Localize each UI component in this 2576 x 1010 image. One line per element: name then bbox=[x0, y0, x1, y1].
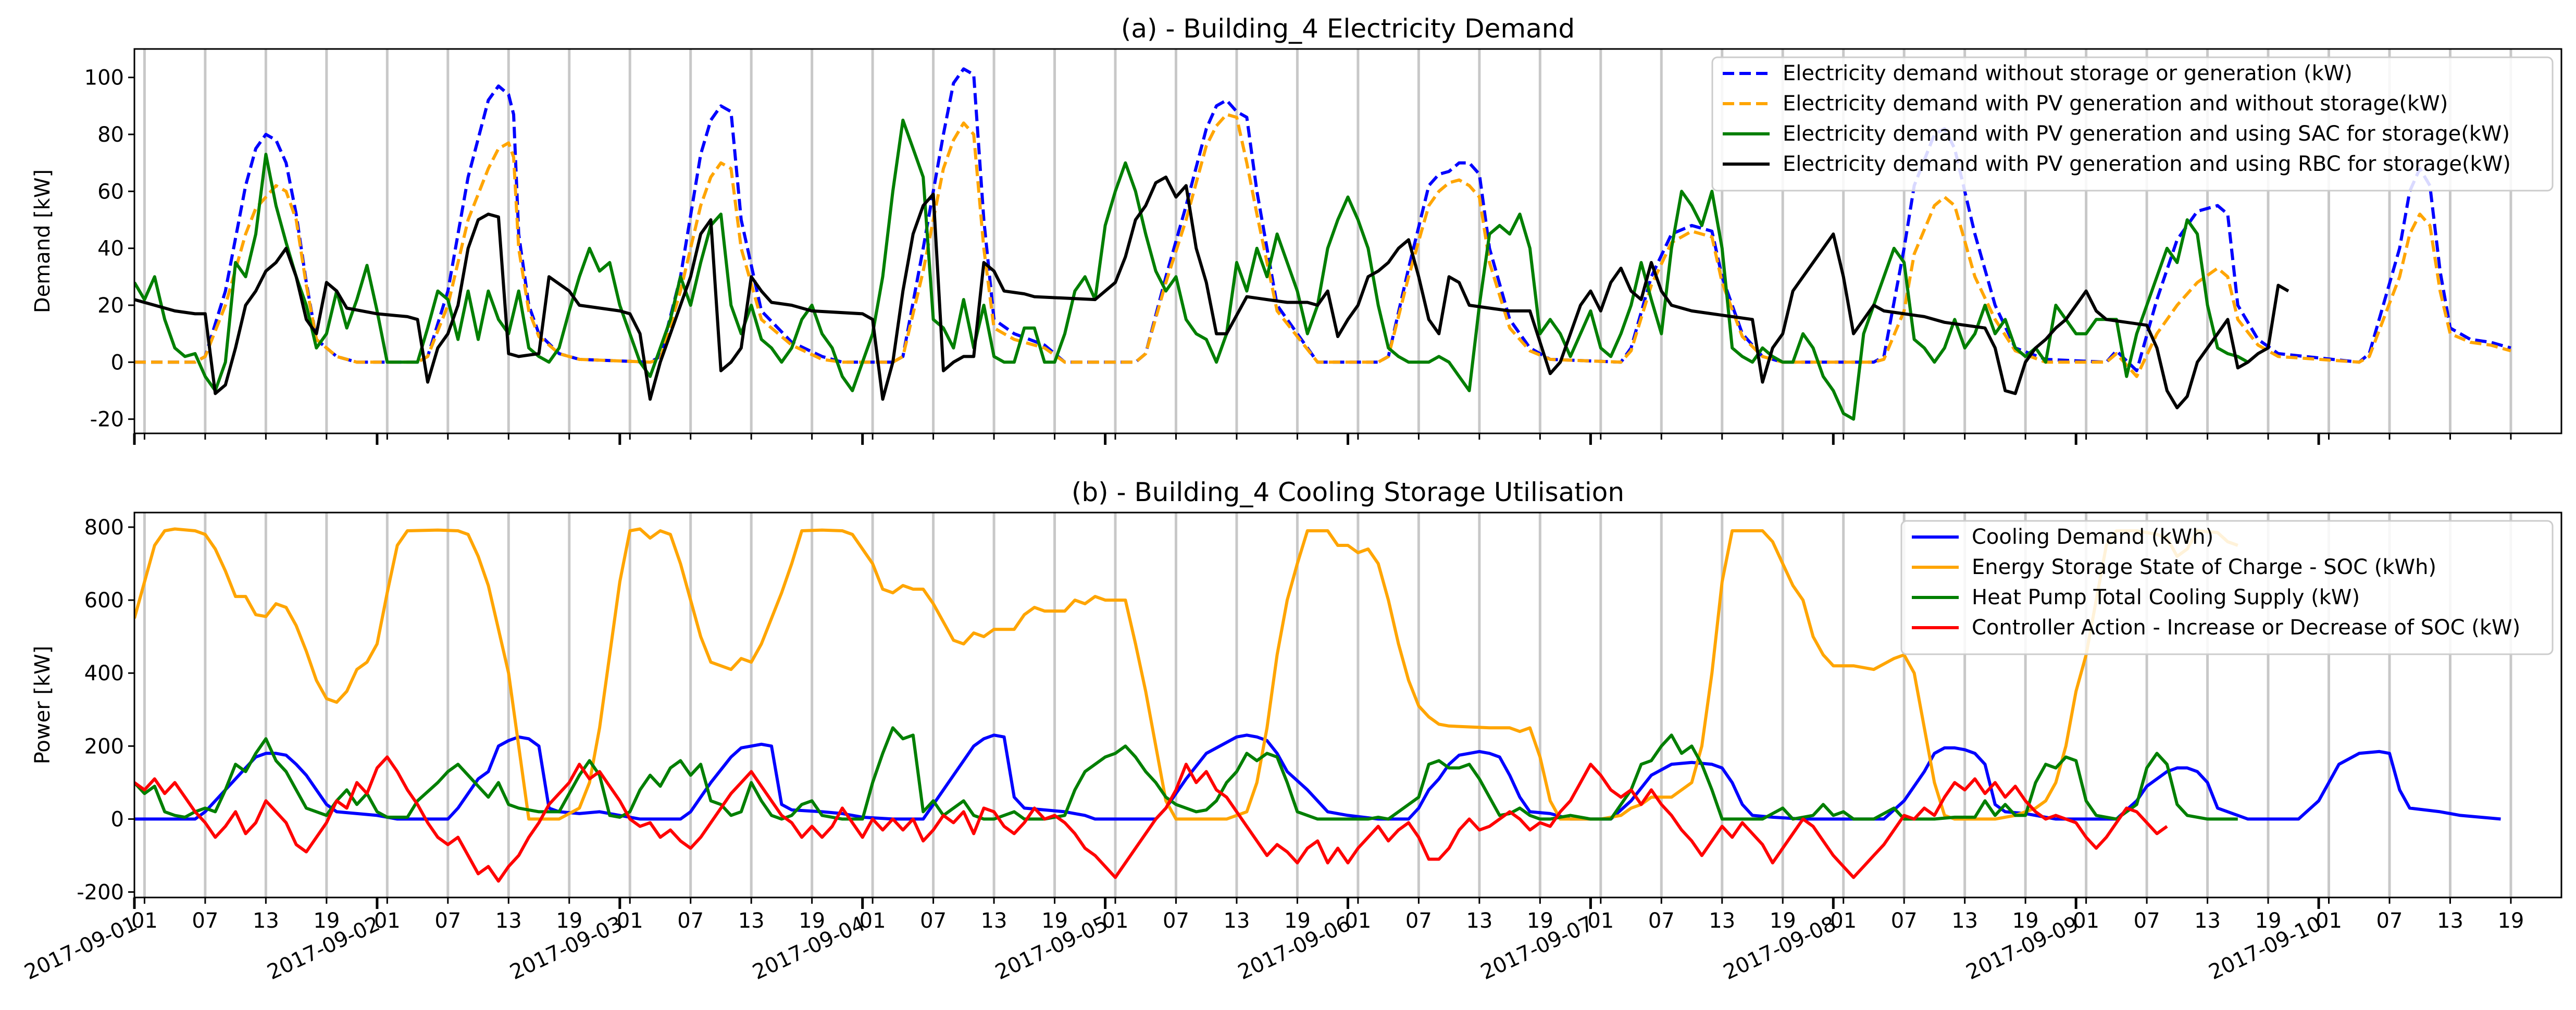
x-tick-label: 01 bbox=[131, 909, 158, 933]
x-tick-label: 13 bbox=[981, 909, 1007, 933]
x-tick-label: 07 bbox=[920, 909, 947, 933]
x-tick-label: 13 bbox=[1951, 909, 1978, 933]
x-tick-label: 19 bbox=[1284, 909, 1311, 933]
legend-entry: Heat Pump Total Cooling Supply (kW) bbox=[1972, 585, 2360, 609]
x-tick-label: 19 bbox=[1770, 909, 1796, 933]
series-lines bbox=[134, 67, 2511, 421]
legend-box bbox=[1711, 56, 2554, 192]
y-tick-label: 40 bbox=[97, 237, 124, 261]
y-tick-label: 0 bbox=[111, 351, 124, 375]
y-tick-label: -200 bbox=[77, 880, 124, 904]
series-lines bbox=[134, 527, 2501, 883]
y-axis-label: Demand [kW] bbox=[31, 169, 55, 313]
panel-a-electricity-demand: (a) - Building_4 Electricity Demand Dema… bbox=[31, 14, 2562, 445]
x-tick-label: 01 bbox=[1102, 909, 1129, 933]
series-line-2 bbox=[134, 113, 2511, 378]
x-tick-label: 07 bbox=[1648, 909, 1675, 933]
series-line-3 bbox=[134, 118, 2249, 421]
legend: Electricity demand without storage or ge… bbox=[1711, 56, 2554, 192]
x-tick-label: 07 bbox=[434, 909, 461, 933]
x-tick-label: 13 bbox=[1466, 909, 1492, 933]
legend-entry: Energy Storage State of Charge - SOC (kW… bbox=[1972, 555, 2436, 579]
y-tick-label: 600 bbox=[84, 589, 124, 613]
x-tick-label: 01 bbox=[2316, 909, 2342, 933]
x-tick-label: 01 bbox=[617, 909, 643, 933]
y-axis-ticks: -200 0 200 400 600 800 bbox=[77, 516, 134, 904]
x-tick-label: 01 bbox=[1587, 909, 1614, 933]
legend-entry: Electricity demand with PV generation an… bbox=[1783, 122, 2510, 146]
series-line-2 bbox=[134, 527, 2238, 821]
panel-b-cooling-storage: (b) - Building_4 Cooling Storage Utilisa… bbox=[21, 477, 2562, 984]
y-tick-label: 20 bbox=[97, 294, 124, 318]
x-tick-label: 13 bbox=[2194, 909, 2221, 933]
x-tick-label: 07 bbox=[677, 909, 704, 933]
y-tick-label: 800 bbox=[84, 516, 124, 540]
x-tick-label: 13 bbox=[495, 909, 522, 933]
series-line-4 bbox=[134, 176, 2289, 409]
x-tick-label: 01 bbox=[374, 909, 401, 933]
y-axis-label: Power [kW] bbox=[31, 646, 55, 765]
x-tick-label: 19 bbox=[2497, 909, 2524, 933]
y-tick-label: 60 bbox=[97, 180, 124, 204]
x-tick-label: 19 bbox=[1041, 909, 1068, 933]
plot-frame bbox=[133, 48, 2562, 434]
x-tick-label: 07 bbox=[1891, 909, 1918, 933]
x-tick-label: 19 bbox=[799, 909, 825, 933]
x-tick-label: 01 bbox=[2073, 909, 2099, 933]
legend-box bbox=[1900, 520, 2554, 655]
y-tick-label: 400 bbox=[84, 662, 124, 685]
x-tick-label: 13 bbox=[2437, 909, 2463, 933]
x-tick-label: 01 bbox=[1830, 909, 1857, 933]
x-tick-label: 13 bbox=[1709, 909, 1735, 933]
x-tick-label: 2017-09-01 bbox=[21, 912, 141, 984]
legend: Cooling Demand (kWh) Energy Storage State… bbox=[1900, 520, 2554, 655]
x-tick-label: 07 bbox=[2134, 909, 2160, 933]
x-tick-label: 19 bbox=[1527, 909, 1553, 933]
y-tick-label: 0 bbox=[111, 807, 124, 831]
x-tick-label: 01 bbox=[1345, 909, 1371, 933]
x-tick-label: 19 bbox=[556, 909, 582, 933]
grid bbox=[143, 49, 2512, 433]
legend-entry: Electricity demand with PV generation an… bbox=[1783, 152, 2511, 176]
legend-entry: Controller Action - Increase or Decrease… bbox=[1972, 616, 2520, 640]
chart-title: (a) - Building_4 Electricity Demand bbox=[1121, 14, 1575, 44]
chart-title: (b) - Building_4 Cooling Storage Utilisa… bbox=[1072, 477, 1624, 507]
x-tick-label: 07 bbox=[1405, 909, 1432, 933]
y-axis-ticks: -20 0 20 40 60 80 100 bbox=[84, 66, 134, 432]
y-tick-label: 100 bbox=[84, 66, 124, 90]
x-tick-label: 07 bbox=[192, 909, 218, 933]
x-tick-label: 13 bbox=[253, 909, 279, 933]
y-tick-label: -20 bbox=[90, 408, 124, 432]
legend-entry: Cooling Demand (kWh) bbox=[1972, 525, 2213, 549]
series-line-3 bbox=[134, 726, 2238, 821]
x-tick-label: 19 bbox=[2012, 909, 2039, 933]
legend-entry: Electricity demand with PV generation an… bbox=[1783, 92, 2448, 116]
x-tick-label: 13 bbox=[1224, 909, 1250, 933]
series-line-1 bbox=[134, 67, 2511, 372]
x-tick-label: 01 bbox=[860, 909, 886, 933]
series-line-4 bbox=[134, 755, 2168, 883]
x-tick-label: 19 bbox=[313, 909, 340, 933]
legend-entry: Electricity demand without storage or ge… bbox=[1783, 61, 2353, 85]
x-tick-label: 07 bbox=[2376, 909, 2403, 933]
x-tick-label: 07 bbox=[1163, 909, 1189, 933]
plot-frame bbox=[133, 512, 2562, 899]
x-tick-label: 13 bbox=[738, 909, 765, 933]
y-tick-label: 80 bbox=[97, 123, 124, 147]
y-tick-label: 200 bbox=[84, 734, 124, 758]
x-tick-label: 19 bbox=[2255, 909, 2282, 933]
x-axis-ticks bbox=[133, 433, 2512, 445]
